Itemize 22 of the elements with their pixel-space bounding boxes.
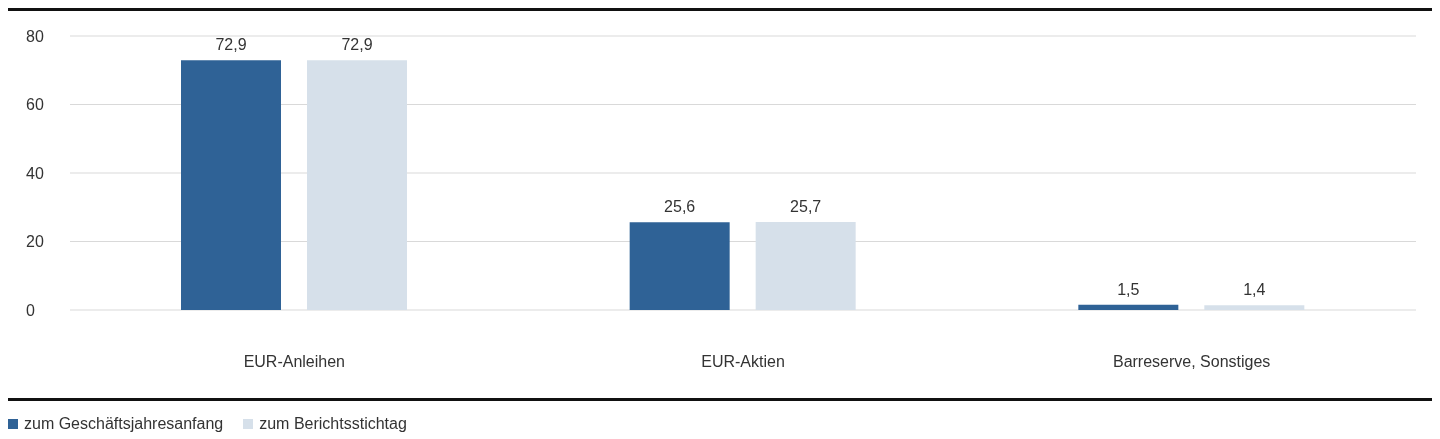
y-tick-label: 20 [26,233,44,251]
legend-label: zum Geschäftsjahresanfang [24,415,224,433]
y-tick-label: 80 [26,27,44,45]
y-tick-label: 0 [26,301,35,319]
bar [629,222,730,310]
bar [1204,305,1305,310]
bar [1078,304,1179,310]
data-label: 72,9 [215,36,247,54]
data-label: 25,7 [790,197,822,215]
bar [307,60,407,310]
data-label: 1,5 [1117,280,1140,298]
bar [181,60,281,310]
data-label: 1,4 [1243,281,1266,299]
bar [755,221,856,310]
data-label: 25,6 [664,198,696,216]
x-tick-label: EUR-Anleihen [243,353,346,371]
x-tick-label: Barreserve, Sonstiges [1112,353,1271,371]
y-tick-label: 40 [26,164,44,182]
data-label: 72,9 [341,36,373,54]
x-tick-label: EUR-Aktien [701,353,785,371]
legend-label: zum Berichtsstichtag [259,415,407,433]
y-tick-label: 60 [26,96,44,114]
